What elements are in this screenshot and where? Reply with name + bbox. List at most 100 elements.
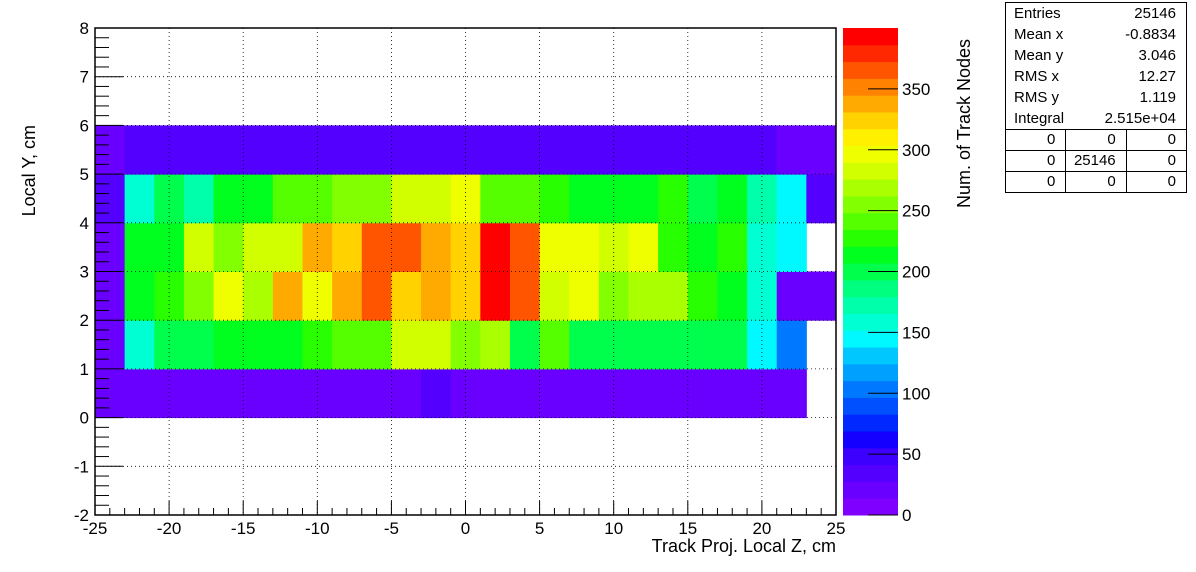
stats-overflow-cell: 0 <box>1046 173 1056 190</box>
heatmap-cell <box>569 125 600 175</box>
colorbar-swatch <box>843 44 898 63</box>
heatmap-cell <box>391 368 422 419</box>
heatmap-cell <box>806 271 837 321</box>
colorbar-swatch <box>843 414 898 432</box>
x-tick-label: 15 <box>678 519 697 538</box>
heatmap-cell <box>95 320 126 370</box>
heatmap-cell <box>776 174 807 224</box>
colorbar-swatch <box>843 111 898 130</box>
heatmap-cell <box>154 222 185 272</box>
colorbar-swatch <box>843 78 898 96</box>
heatmap-cell <box>243 222 274 272</box>
heatmap-cell <box>628 368 659 419</box>
colorbar-swatch <box>843 296 898 314</box>
heatmap-cell <box>213 125 244 175</box>
colorbar-tick-label: 350 <box>902 80 930 99</box>
heatmap-cell <box>628 174 659 224</box>
stats-row-mean-y: Mean y 3.046 <box>1014 47 1176 64</box>
heatmap-cell <box>539 125 570 175</box>
heatmap-cell <box>747 174 778 224</box>
heatmap-cell <box>717 271 748 321</box>
heatmap-cell <box>154 125 185 175</box>
heatmap-cell <box>243 174 274 224</box>
colorbar-swatch <box>843 347 898 365</box>
heatmap-cell <box>509 174 541 224</box>
heatmap-cell <box>747 125 778 175</box>
heatmap-cell <box>391 174 422 224</box>
heatmap-cell <box>687 320 718 370</box>
heatmap-cell <box>124 271 155 321</box>
heatmap-cell <box>213 368 244 419</box>
heatmap-cell <box>776 125 807 175</box>
colorbar-swatch <box>843 212 898 231</box>
heatmap-cell <box>361 320 392 370</box>
y-tick-label: 0 <box>80 409 89 428</box>
stats-overflow-cell: 0 <box>1065 130 1125 150</box>
x-tick-label: -10 <box>305 519 330 538</box>
stats-overflow-cell: 0 <box>1125 151 1186 171</box>
heatmap-cell <box>687 174 718 224</box>
colorbar-swatch <box>843 380 898 398</box>
colorbar-tick-label: 50 <box>902 445 921 464</box>
heatmap-cell <box>658 125 689 175</box>
heatmap-cell <box>480 320 511 370</box>
y-tick-label: 4 <box>80 214 89 233</box>
heatmap-cell <box>243 368 274 419</box>
heatmap-cell <box>687 368 718 419</box>
heatmap-cell <box>124 174 155 224</box>
stats-overflow-cell: 0 <box>1046 152 1056 169</box>
heatmap-cell <box>124 368 155 419</box>
colorbar-tick-label: 250 <box>902 202 930 221</box>
stats-overflow-cell: 0 <box>1046 131 1056 148</box>
y-tick-label: -2 <box>74 506 89 525</box>
heatmap-cell <box>302 125 333 175</box>
heatmap-cell <box>272 125 303 175</box>
y-axis-label: Local Y, cm <box>19 125 39 216</box>
heatmap-cell <box>569 174 600 224</box>
heatmap-cell <box>95 222 126 272</box>
heatmap-cell <box>569 271 600 321</box>
x-tick-label: 5 <box>535 519 544 538</box>
heatmap-cell <box>421 320 452 370</box>
heatmap-cell <box>391 222 422 272</box>
heatmap-cell <box>687 125 718 175</box>
colorbar-swatch <box>843 195 898 214</box>
x-tick-label: -5 <box>384 519 399 538</box>
colorbar-tick-label: 0 <box>902 506 911 525</box>
colorbar-swatch <box>843 28 898 46</box>
heatmap-cell <box>598 368 630 419</box>
heatmap-cell <box>539 368 570 419</box>
heatmap-cell <box>569 222 600 272</box>
heatmap-cell <box>302 368 333 419</box>
heatmap-cell <box>421 174 452 224</box>
heatmap-cell <box>539 320 570 370</box>
colorbar-swatch <box>843 397 898 415</box>
heatmap-cell <box>154 174 185 224</box>
heatmap-cell <box>450 368 481 419</box>
x-tick-label: 25 <box>827 519 846 538</box>
colorbar-swatch <box>843 145 898 163</box>
colorbar-swatch <box>843 363 898 382</box>
heatmap-cell <box>95 271 126 321</box>
heatmap-cell <box>539 222 570 272</box>
heatmap-cell <box>391 320 422 370</box>
heatmap-cell <box>480 271 511 321</box>
stats-row-mean-x: Mean x -0.8834 <box>1014 26 1176 43</box>
heatmap-cell <box>361 174 392 224</box>
heatmap-cell <box>776 368 807 419</box>
heatmap-cell <box>598 222 630 272</box>
heatmap-cell <box>213 320 244 370</box>
heatmap-cell <box>539 271 570 321</box>
heatmap-cell <box>776 320 807 370</box>
y-tick-label: -1 <box>74 457 89 476</box>
heatmap-cell <box>332 368 363 419</box>
x-tick-label: 0 <box>461 519 470 538</box>
heatmap-cell <box>717 368 748 419</box>
colorbar: 0 50 100 150 200 250 300 350 <box>843 28 930 525</box>
heatmap-cell <box>243 271 274 321</box>
stats-overflow-row-middle: 0 25146 0 <box>1006 150 1186 171</box>
y-tick-label: 6 <box>80 116 89 135</box>
heatmap-cell <box>628 320 659 370</box>
